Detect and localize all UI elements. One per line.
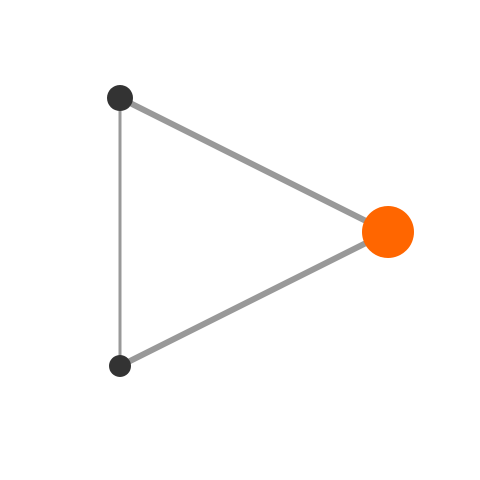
edge-bottom-left-to-right [118,229,390,369]
edge-top-left-to-right [118,95,390,235]
edges-layer [118,95,390,369]
node-right[interactable] [362,206,414,258]
node-bottom-left[interactable] [109,355,131,377]
nodes-layer [107,85,414,377]
node-top-left[interactable] [107,85,133,111]
